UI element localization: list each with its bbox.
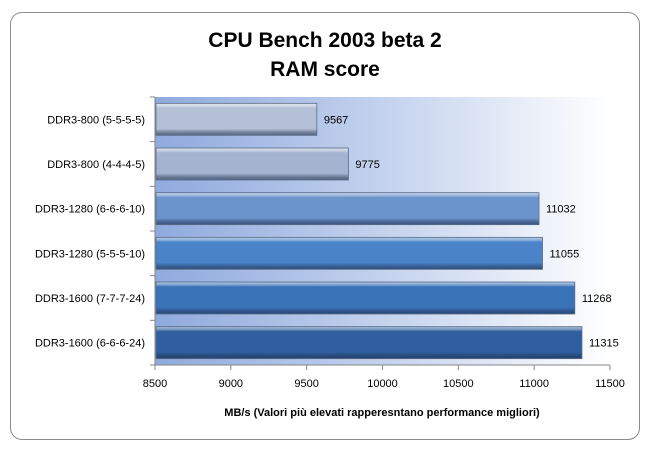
bar — [155, 102, 318, 136]
x-tick-label: 10000 — [367, 378, 398, 390]
category-label: DDR3-1600 (7-7-7-24) — [35, 293, 145, 305]
x-tick-label: 10500 — [443, 378, 474, 390]
x-axis-label: MB/s (Valori più elevati rapperesntano p… — [224, 407, 540, 419]
bar — [155, 326, 583, 360]
data-label: 11032 — [546, 204, 576, 216]
plot-area — [155, 97, 610, 365]
data-label: 11315 — [589, 338, 619, 350]
bar — [155, 281, 576, 315]
bar — [155, 236, 543, 270]
data-label: 11055 — [550, 248, 580, 260]
category-label: DDR3-1600 (6-6-6-24) — [35, 338, 145, 350]
x-tick-label: 8500 — [143, 378, 167, 390]
bar — [155, 147, 349, 181]
data-label: 9567 — [324, 114, 348, 126]
data-label: 11268 — [582, 293, 612, 305]
category-label: DDR3-800 (4-4-4-5) — [47, 159, 145, 171]
x-tick-label: 9000 — [219, 378, 243, 390]
data-label: 9775 — [355, 159, 379, 171]
category-label: DDR3-800 (5-5-5-5) — [47, 114, 145, 126]
category-label: DDR3-1280 (6-6-6-10) — [35, 204, 145, 216]
category-label: DDR3-1280 (5-5-5-10) — [35, 248, 145, 260]
x-tick-label: 11000 — [519, 378, 549, 390]
x-tick-label: 9500 — [294, 378, 318, 390]
chart-title: CPU Bench 2003 beta 2 — [208, 29, 441, 52]
chart-subtitle: RAM score — [270, 58, 380, 81]
x-tick-label: 11500 — [595, 378, 625, 390]
bar — [155, 192, 540, 226]
